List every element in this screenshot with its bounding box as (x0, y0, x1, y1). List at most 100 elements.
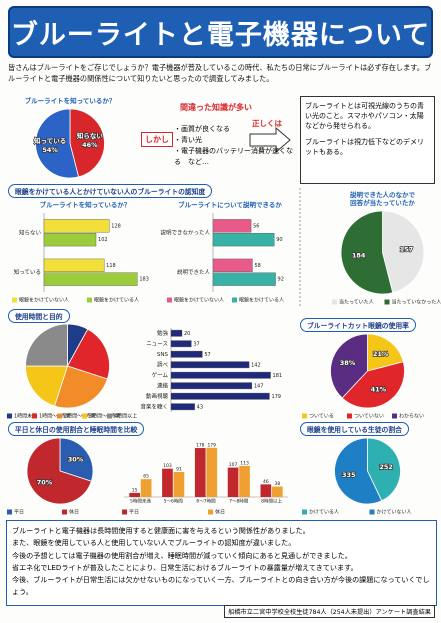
category-label: SNS (157, 352, 169, 358)
chart-title: ブルーライトについて説明できるか (178, 200, 282, 209)
bar-value: 57 (204, 352, 210, 358)
fact-box: ブルーライトとは可視光線のうちの青い光のこと。スマホやパソコン・太陽などから発せ… (300, 96, 435, 184)
bar-value: 15 (132, 487, 138, 493)
category-label: 動画視聴 (146, 392, 169, 400)
slice-category: 知らない (77, 131, 104, 140)
category-label: 7〜8時間 (229, 499, 249, 505)
pie-slice (340, 210, 394, 295)
bar-value: 183 (139, 277, 149, 283)
section-header: 眼鏡を使用している生徒の割合 (300, 422, 409, 436)
bar (173, 471, 185, 497)
bar-value: 91 (176, 466, 182, 472)
category-label: 音楽を聴く (140, 402, 168, 410)
wrong-list: ・画質が良くなる ・青い光 ・電子機器のバッテリー消費が速くなる など… (174, 124, 296, 168)
pie-slice (59, 437, 94, 482)
legend-swatch (57, 413, 62, 419)
bar (170, 371, 271, 379)
bar (170, 382, 253, 390)
legend-label: かけていない人 (377, 509, 412, 516)
title-banner: ブルーライトと電子機器について (8, 6, 433, 58)
legend-label: 眼鏡をかけている人 (94, 297, 139, 304)
legend-swatch (392, 413, 397, 419)
bar (170, 403, 195, 411)
category-label: 説明できなかった人 (160, 228, 210, 236)
pie-slice (334, 437, 383, 505)
bar-value: 107 (229, 462, 238, 468)
category-label: 知らない (19, 228, 42, 236)
section-header: 平日と休日の使用割合と睡眠時間を比較 (8, 422, 145, 436)
category-label: 知っている (14, 268, 41, 276)
legend-label: 眼鏡をかけていない人 (19, 297, 69, 304)
pie-slice (54, 365, 108, 409)
fact: ブルーライトは視力低下などのデメリットもある。 (305, 138, 424, 156)
bar-value: 56 (253, 223, 259, 229)
bar (43, 233, 97, 247)
bar-value: 181 (273, 373, 283, 379)
headline: 間違った知識が多い (180, 103, 252, 112)
bar (170, 329, 183, 337)
legend-swatch (167, 297, 172, 303)
pie-slice (367, 437, 401, 502)
bar (170, 340, 192, 348)
slice-value: 157 (400, 246, 414, 254)
footer: 船橋市立二宮中学校全校生徒784人（254人未提出）アンケート調査結果 (224, 605, 435, 618)
legend-swatch (384, 299, 390, 305)
legend-swatch (12, 297, 17, 303)
bar (194, 448, 206, 497)
slice-value: 184 (352, 251, 366, 259)
bar-value: 38 (274, 481, 280, 487)
bar (227, 467, 239, 497)
slice-category: 知っている (34, 136, 66, 145)
slice-value: 41% (371, 385, 387, 393)
legend-label: 4時間以上 (114, 413, 137, 420)
legend-swatch (7, 509, 12, 515)
chart-title: 回答が当たっていたか (350, 198, 415, 207)
legend-label: 当たっていなかった人 (392, 299, 441, 306)
category-label: ニュース (146, 340, 168, 347)
bar-value: 90 (276, 237, 282, 243)
bar-value: 179 (271, 394, 281, 400)
bar (212, 233, 275, 247)
intro: 皆さんはブルーライトをご存じでしょうか？電子機器が普及しているこの時代、私たちの… (8, 63, 432, 83)
category-label: 説明できた人 (177, 268, 211, 276)
legend-swatch (122, 509, 127, 515)
bar (170, 361, 250, 369)
slice-value: 46% (82, 141, 98, 149)
bar-value: 58 (254, 263, 260, 269)
legend-swatch (87, 297, 92, 303)
conclusion-line: 今後の予想としては電子機器の使用割合が増え、睡眠時間が減っていく傾向にあると見通… (12, 550, 352, 560)
legend-label: 2時間〜3時間 (64, 414, 95, 420)
legend-label: ついていない (354, 413, 384, 420)
conclusion-line: 今後、ブルーライトが日常生活には欠かせないものになっていく一方、ブルーライトとの… (12, 575, 430, 597)
but-label: しかし (141, 132, 173, 147)
legend-label: 平日 (129, 510, 139, 516)
legend-label: 休日 (69, 509, 79, 516)
wrong-item: ・青い光 (174, 136, 202, 144)
pie-slice (382, 210, 425, 294)
category-label: 勉強 (157, 329, 169, 337)
chart-title: 説明できた人のなかで (350, 190, 416, 199)
section-header: 眼鏡をかけている人とかけていない人のブルーライトの認知度 (8, 184, 213, 198)
category-label: 5〜6時間 (164, 499, 184, 505)
category-label: ゲーム (152, 371, 169, 379)
chart-title: ブルーライトを知っているか？ (40, 200, 131, 209)
bar (140, 479, 152, 497)
bar-value: 102 (98, 237, 108, 243)
section-header: ブルーライトカット眼鏡の使用率 (300, 318, 416, 332)
pie-slice (69, 108, 105, 178)
bar-value: 20 (184, 331, 190, 337)
legend-label: 1時間未満 (14, 413, 37, 420)
bar (43, 272, 138, 286)
bar-value: 142 (251, 362, 261, 368)
slice-value: 70% (37, 478, 53, 486)
bar-value: 37 (193, 341, 199, 347)
bar (43, 258, 105, 272)
category-label: 調べ (157, 360, 169, 368)
conclusion: ブルーライトと電子機器は長時間使用すると健康面に害を与えるという関係性がありまし… (6, 520, 437, 606)
bar-value: 103 (163, 463, 172, 469)
conclusion-line: ブルーライトと電子機器は長時間使用すると健康面に害を与えるという関係性がありまし… (12, 526, 310, 535)
pie-slice (66, 328, 110, 380)
slice-value: 30% (68, 456, 84, 464)
legend-swatch (347, 413, 352, 419)
